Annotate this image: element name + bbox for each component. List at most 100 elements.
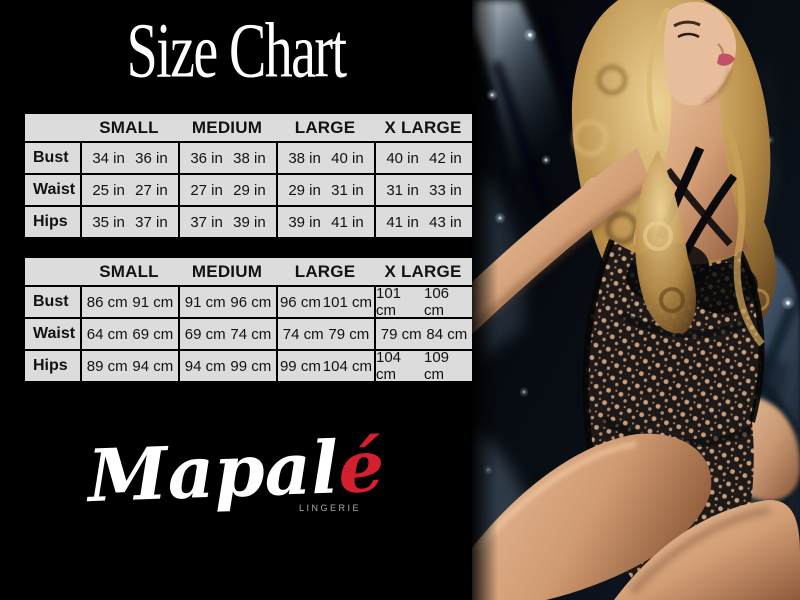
brand-logo: Mapalé LINGERIE [0,423,472,518]
measurement-row-label: Bust [25,287,80,317]
size-value: 33 in [429,181,462,199]
size-column-header: X LARGE [384,117,462,137]
size-value: 27 in [135,181,168,199]
size-value: 43 in [429,213,462,231]
size-value: 42 in [429,149,462,167]
size-range-cell: 94 cm 99 cm [180,351,276,381]
measurement-row-label: Waist [25,319,80,349]
size-value: 29 in [233,181,266,199]
size-value: 96 cm [279,293,321,311]
size-range-cell: 41 in 43 in [376,207,472,237]
size-value: 36 in [135,149,168,167]
size-value: 91 cm [184,293,226,311]
size-value: 89 cm [86,357,128,375]
size-value: 29 in [288,181,321,199]
page-title: Size Chart [126,8,347,95]
size-value: 101 cm [376,285,402,319]
size-value: 25 in [92,181,125,199]
size-column-header: MEDIUM [191,117,263,137]
size-value: 40 in [386,149,419,167]
size-value: 84 cm [426,325,468,343]
size-range-cell: 40 in 42 in [376,143,472,173]
size-column-header: SMALL [99,117,159,137]
size-column-header: X LARGE [384,261,462,281]
size-column-header: LARGE [294,117,356,137]
size-value: 41 in [331,213,364,231]
size-value: 74 cm [282,325,324,343]
size-range-cell: 79 cm 84 cm [376,319,472,349]
brand-wordmark-main: Mapal [86,424,340,519]
size-range-cell: 34 in 36 in [82,143,178,173]
size-value: 96 cm [230,293,272,311]
size-range-cell: 99 cm 104 cm [278,351,374,381]
size-range-cell: 101 cm 106 cm [376,285,472,319]
size-value: 69 cm [184,325,226,343]
size-range-cell: 64 cm 69 cm [82,319,178,349]
size-range-cell: 96 cm 101 cm [278,287,374,317]
size-range-cell: 38 in 40 in [278,143,374,173]
size-value: 39 in [233,213,266,231]
measurement-row-label: Bust [25,143,80,173]
size-value: 37 in [190,213,223,231]
photo-left-vignette [472,0,498,600]
size-value: 38 in [288,149,321,167]
size-tables: SMALL MEDIUM LARGE X LARGE Bust 34 in 36 in 36 … [25,114,472,383]
size-value: 34 in [92,149,125,167]
size-value: 64 cm [86,325,128,343]
model-photo [472,0,800,600]
size-range-cell: 89 cm 94 cm [82,351,178,381]
model-figure [472,0,800,600]
size-range-cell: 31 in 33 in [376,175,472,205]
size-table-centimeters: SMALL MEDIUM LARGE X LARGE Bust 86 cm 91 cm 91 … [25,258,472,383]
measurement-row-label: Waist [25,175,80,205]
size-value: 104 cm [376,349,402,383]
model-photo-illustration [472,0,800,600]
size-range-cell: 35 in 37 in [82,207,178,237]
size-range-cell: 25 in 27 in [82,175,178,205]
size-value: 37 in [135,213,168,231]
size-range-cell: 29 in 31 in [278,175,374,205]
size-value: 31 in [386,181,419,199]
size-value: 101 cm [322,293,372,311]
size-value: 79 cm [380,325,422,343]
model-hair-front [635,6,765,347]
measurement-row-label: Hips [25,351,80,381]
size-value: 109 cm [424,349,450,383]
brand-accent-letter: é [336,422,386,510]
size-value: 79 cm [328,325,370,343]
size-table-header-row: SMALL MEDIUM LARGE X LARGE [25,114,472,141]
size-value: 27 in [190,181,223,199]
size-value: 31 in [331,181,364,199]
size-range-cell: 104 cm 109 cm [376,349,472,383]
size-table-header-row: SMALL MEDIUM LARGE X LARGE [25,258,472,285]
model-face [664,1,737,106]
size-range-cell: 36 in 38 in [180,143,276,173]
size-value: 35 in [92,213,125,231]
size-value: 94 cm [132,357,174,375]
measurement-row-label: Hips [25,207,80,237]
size-column-header: MEDIUM [191,261,263,281]
info-panel: Size Chart SMALL MEDIUM LARGE X LARGE Bust 34… [0,8,472,518]
model-thigh [472,433,712,600]
size-value: 36 in [190,149,223,167]
size-column-header: SMALL [99,261,159,281]
size-value: 104 cm [322,357,372,375]
size-range-cell: 91 cm 96 cm [180,287,276,317]
size-range-cell: 37 in 39 in [180,207,276,237]
size-value: 94 cm [184,357,226,375]
size-value: 91 cm [132,293,174,311]
model-lips [717,53,735,66]
size-range-cell: 27 in 29 in [180,175,276,205]
size-range-cell: 74 cm 79 cm [278,319,374,349]
size-range-cell: 39 in 41 in [278,207,374,237]
size-value: 69 cm [132,325,174,343]
size-value: 39 in [288,213,321,231]
size-value: 86 cm [86,293,128,311]
size-value: 99 cm [279,357,321,375]
brand-tagline: LINGERIE [298,503,361,514]
size-value: 38 in [233,149,266,167]
model-calf [614,499,800,600]
size-range-cell: 69 cm 74 cm [180,319,276,349]
size-column-header: LARGE [294,261,356,281]
